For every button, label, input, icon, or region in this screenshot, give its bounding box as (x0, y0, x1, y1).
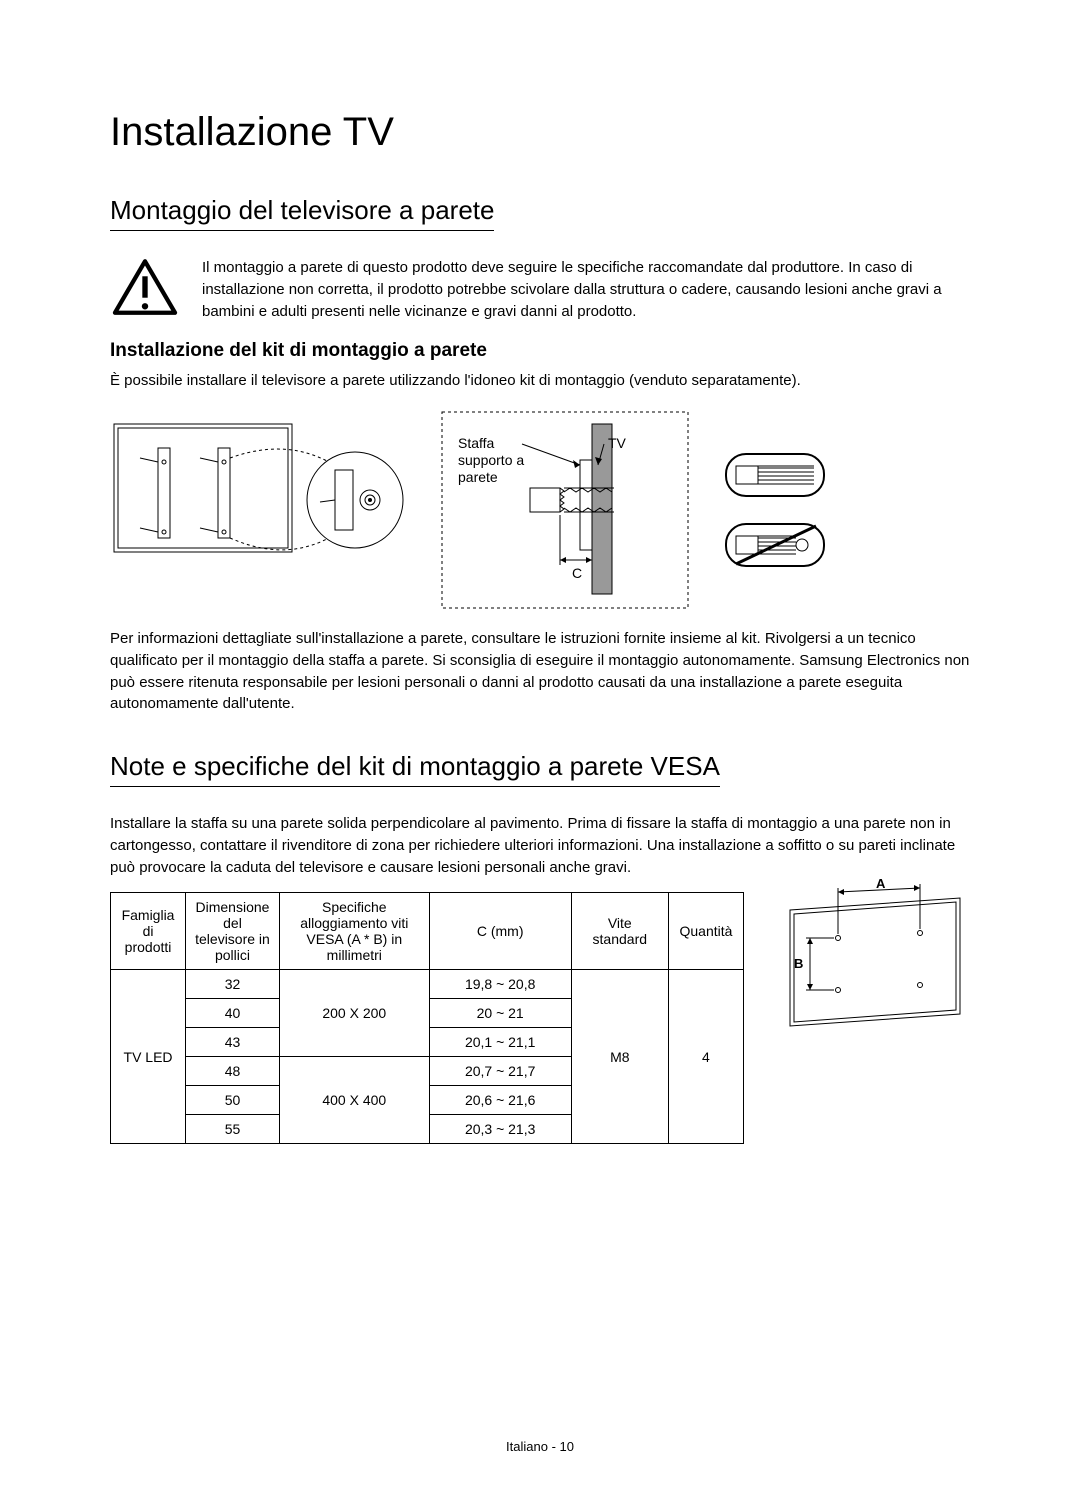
cell-screw: M8 (571, 970, 668, 1144)
cell-vesa: 200 X 200 (279, 970, 429, 1057)
cell-size: 43 (186, 1028, 280, 1057)
section1-subtext: È possibile installare il televisore a p… (110, 370, 970, 392)
cell-size: 50 (186, 1086, 280, 1115)
cell-size: 55 (186, 1115, 280, 1144)
page-title: Installazione TV (110, 110, 970, 155)
manual-page: Installazione TV Montaggio del televisor… (0, 0, 1080, 1494)
cell-size: 48 (186, 1057, 280, 1086)
cell-vesa: 400 X 400 (279, 1057, 429, 1144)
th-qty: Quantità (668, 893, 743, 970)
cell-c: 20,3 ~ 21,3 (429, 1115, 571, 1144)
cell-c: 20,6 ~ 21,6 (429, 1086, 571, 1115)
table-row: TV LED 32 200 X 200 19,8 ~ 20,8 M8 4 (111, 970, 744, 999)
section1-subheading: Installazione del kit di montaggio a par… (110, 340, 970, 362)
cell-size: 32 (186, 970, 280, 999)
tv-bracket-diagram (110, 410, 410, 610)
cell-c: 20 ~ 21 (429, 999, 571, 1028)
cell-qty: 4 (668, 970, 743, 1144)
cell-c: 19,8 ~ 20,8 (429, 970, 571, 999)
screw-not-ok-icon (720, 520, 830, 570)
th-c: C (mm) (429, 893, 571, 970)
th-size: Dimensione del televisore in pollici (186, 893, 280, 970)
screw-ok-icons (720, 450, 830, 570)
th-family: Famiglia di prodotti (111, 893, 186, 970)
th-screw: Vite standard (571, 893, 668, 970)
mount-illustration: Staffa supporto a parete TV C (110, 410, 970, 610)
section1-heading: Montaggio del televisore a parete (110, 195, 494, 231)
th-vesa: Specifiche alloggiamento viti VESA (A * … (279, 893, 429, 970)
bracket-label-l3: parete (458, 469, 498, 485)
cell-c: 20,1 ~ 21,1 (429, 1028, 571, 1057)
cell-c: 20,7 ~ 21,7 (429, 1057, 571, 1086)
spec-table-row: Famiglia di prodotti Dimensione del tele… (110, 878, 970, 1144)
dim-b-label: B (794, 956, 803, 971)
section2-intro: Installare la staffa su una parete solid… (110, 813, 970, 878)
dim-c-label: C (572, 565, 582, 581)
vesa-spec-table: Famiglia di prodotti Dimensione del tele… (110, 892, 744, 1144)
section-heading-wrap: Montaggio del televisore a parete (110, 195, 970, 239)
cross-section-diagram: Staffa supporto a parete TV C (440, 410, 690, 610)
warning-row: Il montaggio a parete di questo prodotto… (110, 257, 970, 322)
section2-heading: Note e specifiche del kit di montaggio a… (110, 751, 720, 787)
dim-a-label: A (876, 878, 886, 891)
section2-heading-wrap: Note e specifiche del kit di montaggio a… (110, 751, 970, 795)
vesa-ab-diagram: A B (780, 878, 970, 1033)
page-footer: Italiano - 10 (0, 1439, 1080, 1454)
warning-icon (110, 257, 180, 322)
warning-text: Il montaggio a parete di questo prodotto… (202, 257, 970, 322)
cell-size: 40 (186, 999, 280, 1028)
bracket-label-l2: supporto a (458, 452, 524, 468)
bracket-label-l1: Staffa (458, 435, 495, 451)
cell-family: TV LED (111, 970, 186, 1144)
section1-note: Per informazioni dettagliate sull'instal… (110, 628, 970, 715)
screw-ok-icon (720, 450, 830, 500)
tv-label: TV (608, 435, 627, 451)
